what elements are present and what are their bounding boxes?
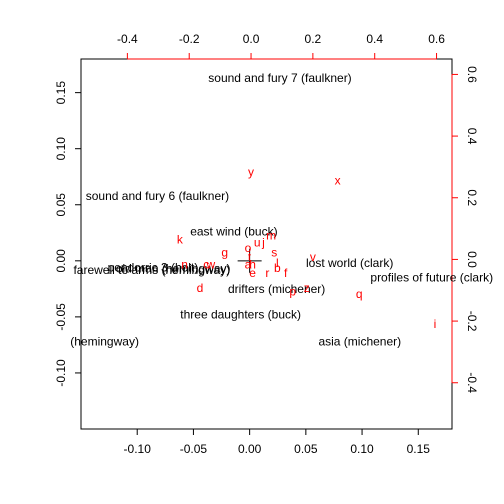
term-label: t [248, 250, 252, 264]
term-label: g [221, 246, 228, 260]
top-tick-label: 0.0 [243, 32, 260, 46]
document-label: profiles of future (clark) [370, 271, 493, 285]
term-label: e [249, 266, 256, 280]
left-tick-label: 0.15 [54, 81, 68, 105]
term-label: f [284, 266, 288, 280]
term-label: u [254, 235, 261, 249]
term-label: l [276, 256, 279, 270]
bottom-tick-label: 0.10 [350, 442, 374, 456]
term-label: j [261, 235, 265, 249]
right-tick-label: 0.0 [465, 251, 479, 268]
top-tick-label: 0.6 [428, 32, 445, 46]
term-label: w [206, 258, 216, 272]
document-label: sound and fury 6 (faulkner) [86, 189, 229, 203]
right-tick-label: -0.2 [465, 311, 479, 332]
term-label: z [304, 281, 310, 295]
top-tick-label: 0.2 [305, 32, 322, 46]
top-tick-label: -0.2 [179, 32, 200, 46]
bottom-tick-label: -0.05 [180, 442, 208, 456]
term-label: b [274, 261, 281, 275]
term-label: p [289, 284, 296, 298]
top-tick-label: -0.4 [117, 32, 138, 46]
document-label: east wind (buck) [190, 225, 277, 239]
document-label: pendorric 3 (holt) [108, 261, 199, 275]
right-tick-label: -0.4 [465, 372, 479, 393]
right-axis: -0.4 -0.2 0.0 0.2 0.4 0.6 [451, 66, 479, 393]
document-label: old man (hemingway) [116, 262, 231, 276]
right-tick-label: 0.6 [465, 66, 479, 83]
term-label: m [266, 228, 276, 242]
right-tick-label: 0.2 [465, 189, 479, 206]
left-tick-label: 0.05 [54, 193, 68, 217]
term-label: y [248, 165, 254, 179]
term-label: v [310, 250, 316, 264]
bottom-tick-label: 0.00 [238, 442, 262, 456]
origin-cross [237, 248, 262, 273]
bottom-tick-label: 0.15 [407, 442, 431, 456]
left-tick-label: -0.10 [54, 359, 68, 387]
term-label: i [434, 317, 437, 331]
term-label: d [197, 281, 204, 295]
term-label: k [177, 232, 184, 246]
left-axis: -0.10 -0.05 0.00 0.05 0.10 0.15 [54, 81, 82, 387]
term-label: x [335, 173, 341, 187]
bottom-tick-label: -0.10 [124, 442, 152, 456]
term-label: s [271, 246, 277, 260]
left-tick-label: -0.05 [54, 303, 68, 331]
document-label: lost world (clark) [306, 256, 393, 270]
document-label: sound and fury 7 (faulkner) [208, 71, 351, 85]
bottom-tick-label: 0.05 [294, 442, 318, 456]
term-label: o [245, 241, 252, 255]
term-label: q [356, 287, 363, 301]
document-label: asia (michener) [318, 335, 401, 349]
right-tick-label: 0.4 [465, 128, 479, 145]
top-axis: -0.4 -0.2 0.0 0.2 0.4 0.6 [117, 32, 445, 60]
plot-frame [80, 58, 453, 430]
left-tick-label: 0.00 [54, 249, 68, 273]
top-tick-label: 0.4 [366, 32, 383, 46]
left-tick-label: 0.10 [54, 137, 68, 161]
term-label: n [181, 258, 188, 272]
term-labels: y x k mu jo g s v t l ah b f re n cwd zp q i [177, 165, 436, 331]
document-label: farewell to arms (hemingway) [73, 263, 230, 277]
term-label: a [245, 258, 252, 272]
document-labels: sound and fury 7 (faulkner) sound and fur… [70, 71, 493, 348]
bottom-axis: -0.10 -0.05 0.00 0.05 0.10 0.15 [124, 428, 431, 456]
term-label: h [249, 258, 256, 272]
document-label: (hemingway) [70, 335, 139, 349]
document-label: three daughters (buck) [180, 308, 301, 322]
document-label: drifters (michener) [228, 282, 325, 296]
term-label: r [265, 266, 269, 280]
term-label: c [203, 258, 209, 272]
